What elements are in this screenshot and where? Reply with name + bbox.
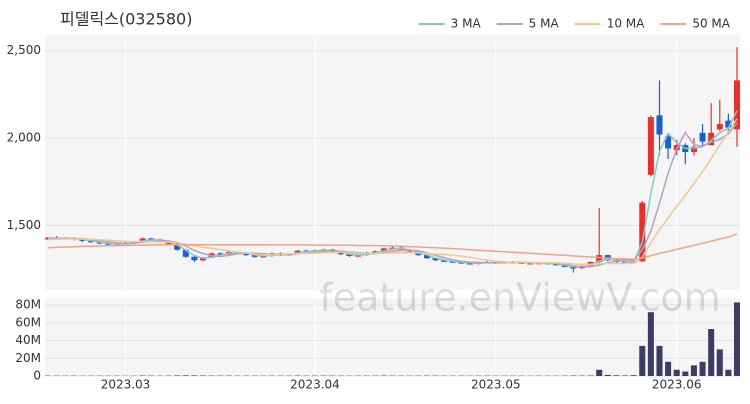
volume-bar [656,346,662,376]
volume-bar [631,375,637,376]
volume-bar [691,365,697,376]
y-tick-label: 0 [33,369,41,383]
candle-body [656,115,662,134]
y-tick-label: 60M [15,315,41,329]
y-tick-label: 40M [15,333,41,347]
x-tick-label: 2023.05 [471,378,521,392]
volume-bar [682,372,688,376]
volume-bar [725,370,731,376]
legend-label: 50 MA [692,17,730,31]
chart-title: 피델릭스(032580) [60,10,192,29]
volume-bar [717,349,723,376]
volume-bar [191,375,197,376]
volume-bar [674,370,680,376]
y-tick-label: 1,500 [7,218,41,232]
volume-bar [174,375,180,376]
volume-bar [613,375,619,376]
x-tick-label: 2023.03 [101,378,151,392]
candle-body [717,124,723,129]
legend-label: 10 MA [607,17,645,31]
candle-body [648,117,654,175]
volume-bar [708,329,714,376]
y-tick-label: 80M [15,298,41,312]
x-tick-label: 2023.04 [290,378,340,392]
candle-body [700,133,706,142]
y-tick-label: 2,500 [7,43,41,57]
y-tick-label: 20M [15,351,41,365]
volume-bar [639,346,645,376]
volume-bar [665,362,671,376]
legend-label: 5 MA [529,17,560,31]
volume-bar [734,302,740,376]
x-tick-label: 2023.06 [652,378,702,392]
volume-bar [605,375,611,376]
volume-bar [648,312,654,376]
volume-bar [596,370,602,376]
volume-bar [700,362,706,376]
volume-bar [183,375,189,376]
volume-bar [622,375,628,376]
watermark: feature.enViewV.com [319,276,720,320]
legend-label: 3 MA [451,17,482,31]
y-tick-label: 2,000 [7,131,41,145]
candle-body [191,257,197,260]
